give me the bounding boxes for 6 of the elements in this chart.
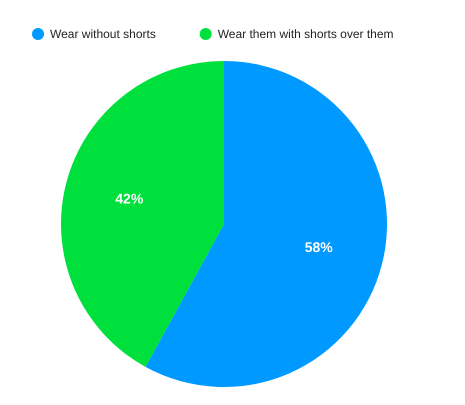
legend-label: Wear without shorts [50,27,156,41]
pie-slice [61,61,224,367]
data-label: 42% [115,190,144,206]
data-label: 58% [304,239,334,256]
pie-slice [145,61,387,387]
legend-label: Wear them with shorts over them [218,27,394,41]
